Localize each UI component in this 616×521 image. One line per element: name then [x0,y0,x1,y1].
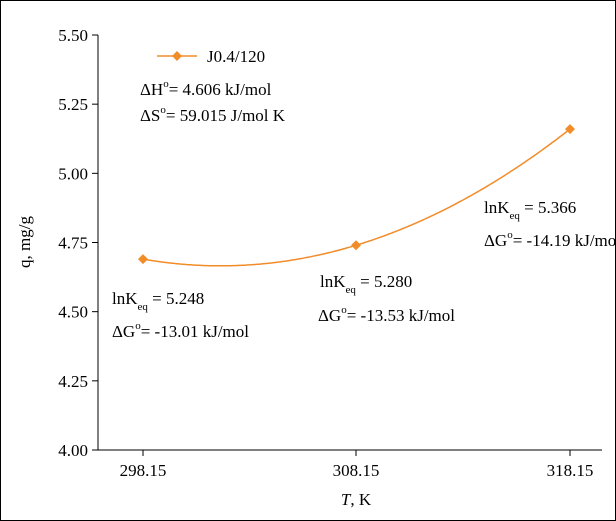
y-ticks: 4.00 4.25 4.50 4.75 5.00 5.25 5.50 [58,26,98,460]
lnk-318-sub: eq [510,210,521,222]
entropy-sup: o [160,104,166,116]
y-tick-label: 4.25 [58,372,88,391]
y-tick-label: 5.00 [58,164,88,183]
dg-318-sup: o [507,229,513,241]
annotation-entropy: ΔSo= 59.015 J/mol K [140,104,286,125]
y-tick-label: 5.25 [58,95,88,114]
x-axis-symbol: T [341,490,352,509]
x-tick-label: 298.15 [120,461,167,480]
legend-label: J0.4/120 [207,47,265,66]
dg-308-sup: o [341,304,347,316]
lnk-298-pre: lnK [112,289,138,308]
y-tick-label: 4.50 [58,303,88,322]
lnk-308-val: = 5.280 [356,272,412,291]
lnk-label-318: lnKeq = 5.366 [484,198,576,222]
lnk-308-pre: lnK [320,272,346,291]
data-point-marker [351,240,361,251]
y-tick-label: 5.50 [58,26,88,45]
data-point-marker [565,124,575,135]
legend: J0.4/120 [157,47,265,66]
lnk-318-pre: lnK [484,198,510,217]
y-tick-label: 4.00 [58,441,88,460]
legend-marker [172,51,182,61]
dg-298-sup: o [135,320,141,332]
dg-308-sym: ΔG [318,306,341,325]
dg-label-298: ΔGo= -13.01 kJ/mol [112,320,249,341]
annotation-enthalpy: ΔHo= 4.606 kJ/mol [140,78,272,99]
lnk-label-308: lnKeq = 5.280 [320,272,412,296]
x-axis-unit: , K [350,490,372,509]
x-tick-label: 308.15 [333,461,380,480]
x-ticks: 298.15 308.15 318.15 [120,450,594,480]
enthalpy-value: = 4.606 kJ/mol [169,80,272,99]
y-tick-label: 4.75 [58,234,88,253]
dg-308-val: = -13.53 kJ/mol [347,306,456,325]
lnk-label-298: lnKeq = 5.248 [112,289,204,313]
lnk-308-sub: eq [346,284,357,296]
lnk-318-val: = 5.366 [520,198,576,217]
y-axis-label: q, mg/g [15,216,34,268]
lnk-298-sub: eq [138,301,149,313]
entropy-value: = 59.015 J/mol K [166,106,286,125]
dg-label-318: ΔGo= -14.19 kJ/mol [484,229,616,250]
dg-298-val: = -13.01 kJ/mol [141,322,250,341]
dg-318-sym: ΔG [484,231,507,250]
dg-298-sym: ΔG [112,322,135,341]
entropy-symbol: ΔS [140,106,160,125]
series-markers [138,124,575,265]
lnk-298-val: = 5.248 [148,289,204,308]
enthalpy-sup: o [163,78,169,90]
dg-318-val: = -14.19 kJ/mol [513,231,616,250]
enthalpy-symbol: ΔH [140,80,163,99]
x-axis-label: T, K [341,490,372,509]
data-point-marker [138,254,148,265]
x-tick-label: 318.15 [547,461,594,480]
dg-label-308: ΔGo= -13.53 kJ/mol [318,304,455,325]
